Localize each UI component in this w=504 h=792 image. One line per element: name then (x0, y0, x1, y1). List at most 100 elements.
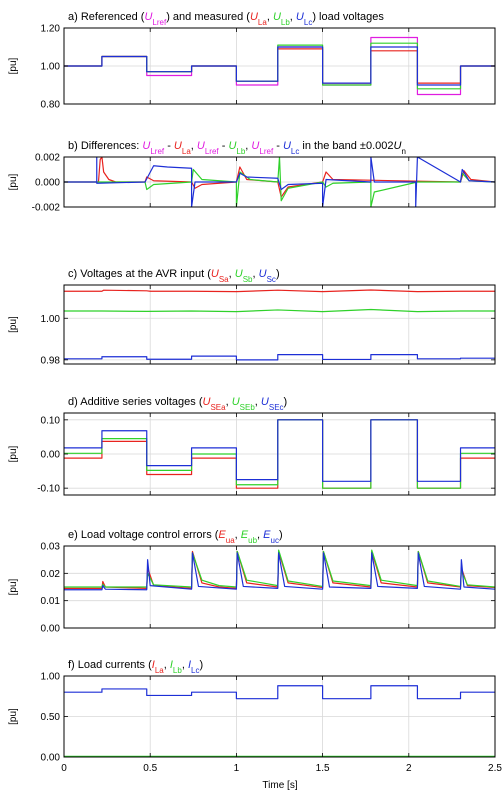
x-tick-label: 0 (61, 763, 67, 774)
title-run: , (191, 140, 197, 152)
panel-title: f) Load currents (ILa, ILb, ILc) (68, 659, 203, 675)
title-run: , (229, 268, 235, 280)
title-subscript: La (258, 18, 267, 27)
title-run: - (273, 140, 283, 152)
panel-e: 0.00 0.01 0.02 0.03 [pu] e) Load voltage cont… (8, 529, 496, 635)
series-group (64, 36, 495, 96)
y-tick-label: 1.00 (41, 672, 61, 683)
title-subscript: Lb (173, 666, 182, 675)
series-group (64, 419, 495, 489)
axes-frame (63, 545, 496, 629)
title-run: U (232, 396, 240, 408)
title-run: , (182, 659, 188, 671)
title-subscript: Lref (150, 147, 165, 156)
title-run: - (219, 140, 229, 152)
y-tick-label: 0.000 (35, 178, 60, 189)
title-subscript: Lc (304, 18, 312, 27)
title-run: U (261, 396, 269, 408)
title-run: U (144, 11, 152, 23)
series-line-c (64, 46, 495, 86)
title-subscript: Sb (243, 275, 253, 284)
title-run: U (235, 268, 243, 280)
title-run: - (164, 140, 174, 152)
series-group (64, 289, 495, 361)
series-line-c (64, 157, 495, 207)
y-axis-label: [pu] (8, 445, 19, 462)
title-run: ) (284, 396, 288, 408)
x-tick-label: 2.5 (488, 763, 502, 774)
title-run: ) (276, 268, 280, 280)
title-run: ) (279, 529, 283, 541)
y-tick-label: 0.002 (35, 153, 60, 164)
title-subscript: n (401, 147, 405, 156)
title-run: U (197, 140, 205, 152)
panel-title: a) Referenced (ULref) and measured (ULa,… (68, 11, 384, 27)
title-run: , (290, 11, 296, 23)
title-run: in the band ±0.002 (299, 140, 393, 152)
x-tick-label: 0.5 (143, 763, 157, 774)
title-run: U (283, 140, 291, 152)
title-run: e) Load voltage control errors ( (68, 529, 219, 541)
title-run: c) Voltages at the AVR input ( (68, 268, 211, 280)
title-subscript: Lc (191, 666, 199, 675)
title-subscript: Lref (152, 18, 167, 27)
title-subscript: SEc (269, 403, 284, 412)
y-tick-label: 0.03 (41, 542, 61, 553)
title-subscript: Lb (236, 147, 245, 156)
x-tick-label: 1.5 (316, 763, 330, 774)
title-run: I (188, 659, 191, 671)
title-run: ) and measured ( (166, 11, 250, 23)
y-tick-label: 0.00 (41, 753, 61, 764)
axes-frame (63, 284, 496, 365)
title-subscript: Lref (205, 147, 220, 156)
series-line-c (64, 354, 495, 361)
title-run: I (152, 659, 155, 671)
panel-f: 0.00 0.50 1.00 0 0.5 1 1.5 2 2.5 [pu] f) Load curr… (8, 659, 502, 774)
y-axis-label: [pu] (8, 57, 19, 74)
title-run: U (296, 11, 304, 23)
series-line-a (64, 289, 495, 293)
title-run: b) Differences: (68, 140, 142, 152)
title-run: , (267, 11, 273, 23)
y-tick-label: 0.00 (41, 450, 61, 461)
y-tick-label: 0.80 (41, 100, 61, 111)
title-run: , (245, 140, 251, 152)
y-tick-label: 0.00 (41, 624, 61, 635)
panel-title: d) Additive series voltages (USEa, USEb,… (68, 396, 287, 412)
title-run: U (250, 11, 258, 23)
title-subscript: Lb (281, 18, 290, 27)
title-run: U (273, 11, 281, 23)
title-run: U (259, 268, 267, 280)
panel-title: c) Voltages at the AVR input (USa, USb, … (68, 268, 280, 284)
panel-d: -0.10 0.00 0.10 [pu] d) Additive series volt… (8, 396, 496, 496)
title-run: a) Referenced ( (68, 11, 145, 23)
x-tick-label: 1 (234, 763, 240, 774)
title-subscript: La (182, 147, 191, 156)
title-subscript: SEa (210, 403, 226, 412)
series-line-c (64, 419, 495, 482)
title-subscript: Sc (267, 275, 276, 284)
y-tick-label: -0.002 (32, 203, 61, 214)
title-run: E (218, 529, 226, 541)
panel-c: 0.98 1.00 [pu] c) Voltages at the AVR input… (8, 268, 496, 366)
title-run: U (174, 140, 182, 152)
y-axis-label: [pu] (8, 173, 19, 190)
panel-a: 0.801.001.20[pu]a) Referenced (ULref) an… (8, 11, 496, 111)
y-tick-label: -0.10 (37, 484, 60, 495)
title-subscript: ua (226, 536, 235, 545)
plot-area (64, 285, 495, 364)
title-run: I (170, 659, 173, 671)
y-axis-label: [pu] (8, 316, 19, 333)
x-axis-label: Time [s] (262, 780, 297, 791)
title-run: E (263, 529, 271, 541)
title-run: , (257, 529, 263, 541)
title-run: , (235, 529, 241, 541)
title-run: U (251, 140, 259, 152)
title-run: , (255, 396, 261, 408)
title-subscript: SEb (240, 403, 256, 412)
title-run: , (226, 396, 232, 408)
y-tick-label: 0.50 (41, 712, 61, 723)
title-subscript: uc (271, 536, 279, 545)
